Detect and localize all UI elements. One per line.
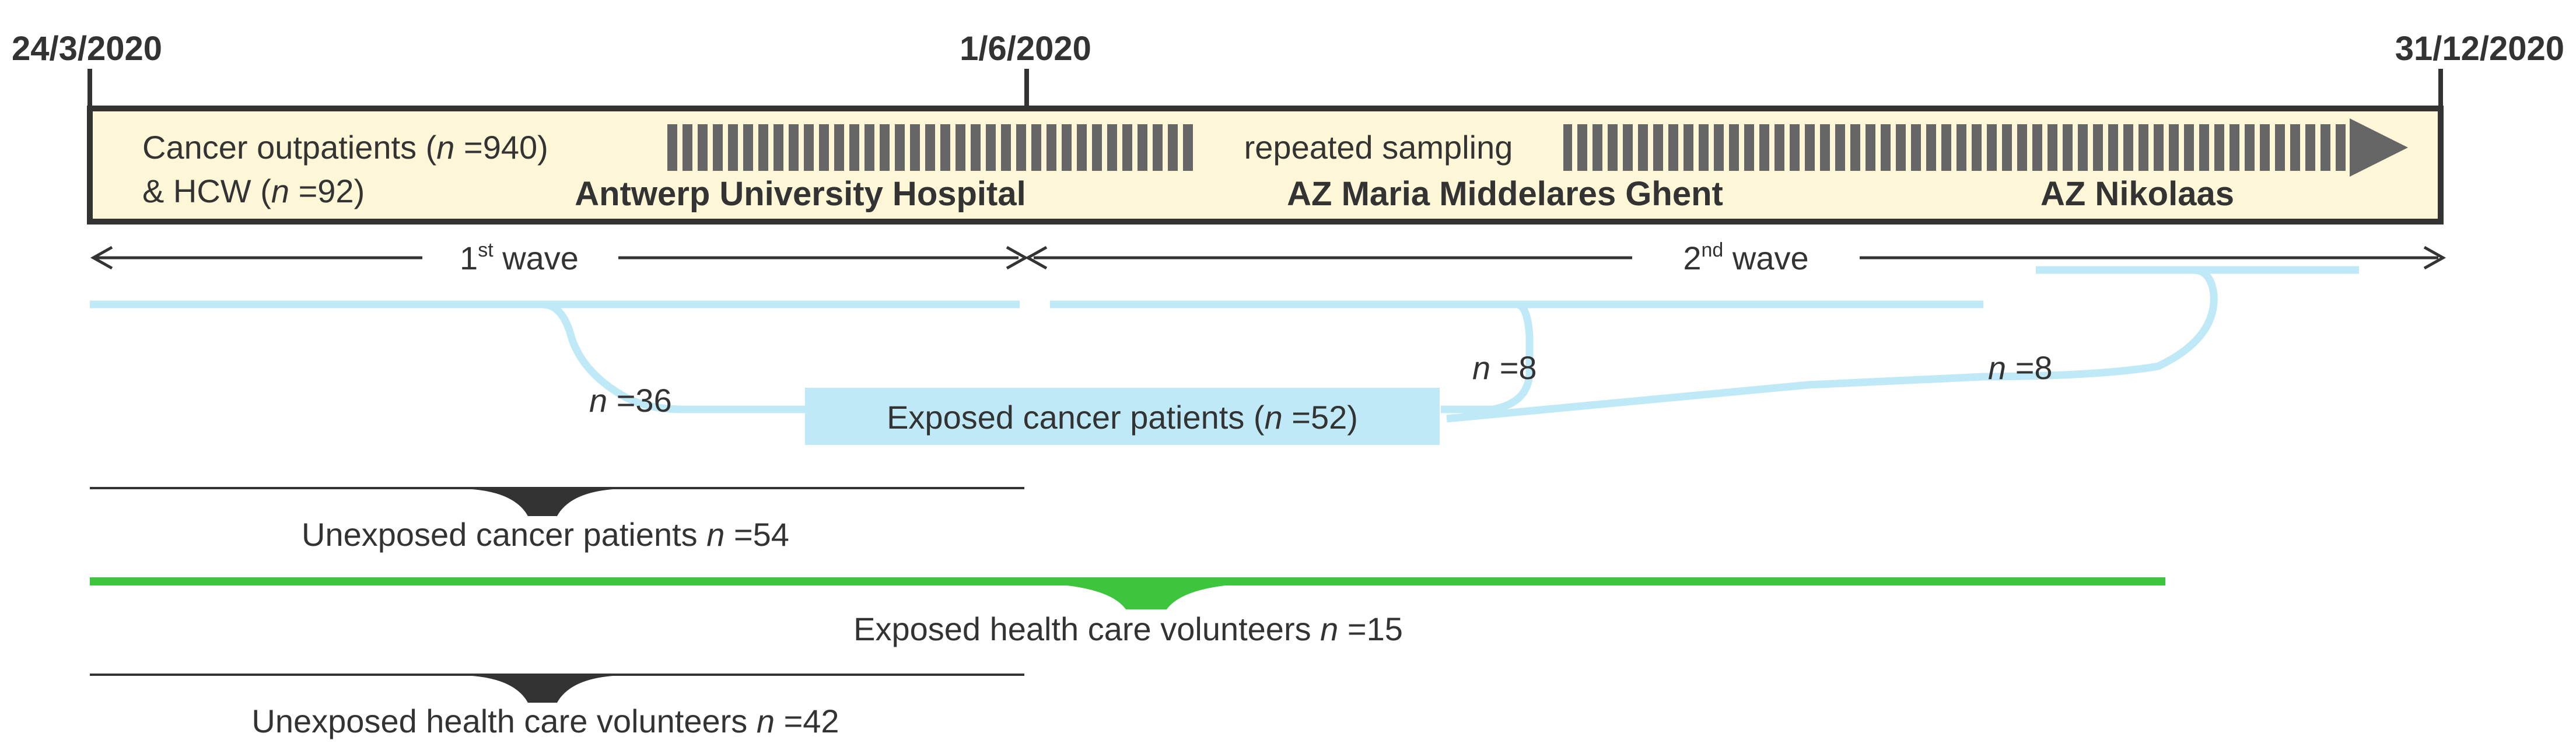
sampling-label: repeated sampling <box>1244 129 1513 166</box>
hospital-antwerp: Antwerp University Hospital <box>575 175 1026 213</box>
date-mid: 1/6/2020 <box>960 30 1091 68</box>
count-nikolaas: n =8 <box>1988 349 2053 386</box>
exposed-patients-label: Exposed cancer patients (n =52) <box>887 399 1358 436</box>
connector-wave1-blue <box>542 300 811 413</box>
group-unexposed-patients: Unexposed cancer patients n =54 <box>302 516 789 553</box>
sampling-dashes-right <box>1563 124 2350 171</box>
wedge-exposed-hcw <box>1032 583 1260 609</box>
wedge-unexposed-patients <box>461 489 624 516</box>
wave-2-arrowhead-right <box>2423 246 2446 270</box>
count-wave2: n =8 <box>1472 349 1537 386</box>
connector-wave2-blue <box>1441 300 1534 413</box>
date-end: 31/12/2020 <box>2395 30 2564 68</box>
wave-1-label: 1st wave <box>460 239 579 276</box>
group-unexposed-hcw: Unexposed health care volunteers n =42 <box>251 703 839 739</box>
connector-nikolaas-blue <box>1446 266 2218 423</box>
exposed-patients-box <box>805 388 1440 445</box>
sampling-dashes-left <box>664 124 1194 171</box>
cohort-line-1: Cancer outpatients (n =940) <box>142 129 548 166</box>
date-start: 24/3/2020 <box>12 30 162 68</box>
wedge-unexposed-hcw <box>461 675 624 703</box>
wave-2-label: 2nd wave <box>1683 239 1808 276</box>
wave-2-arrowhead-left <box>1024 246 1048 270</box>
wave-1-arrowhead-left <box>90 246 113 270</box>
count-wave1: n =36 <box>589 382 672 419</box>
hospital-nikolaas: AZ Nikolaas <box>2041 175 2234 213</box>
hospital-maria-middelares: AZ Maria Middelares Ghent <box>1287 175 1723 213</box>
sampling-arrowhead <box>2350 118 2408 177</box>
cohort-line-2: & HCW (n =92) <box>142 173 365 209</box>
group-exposed-hcw: Exposed health care volunteers n =15 <box>853 611 1403 647</box>
